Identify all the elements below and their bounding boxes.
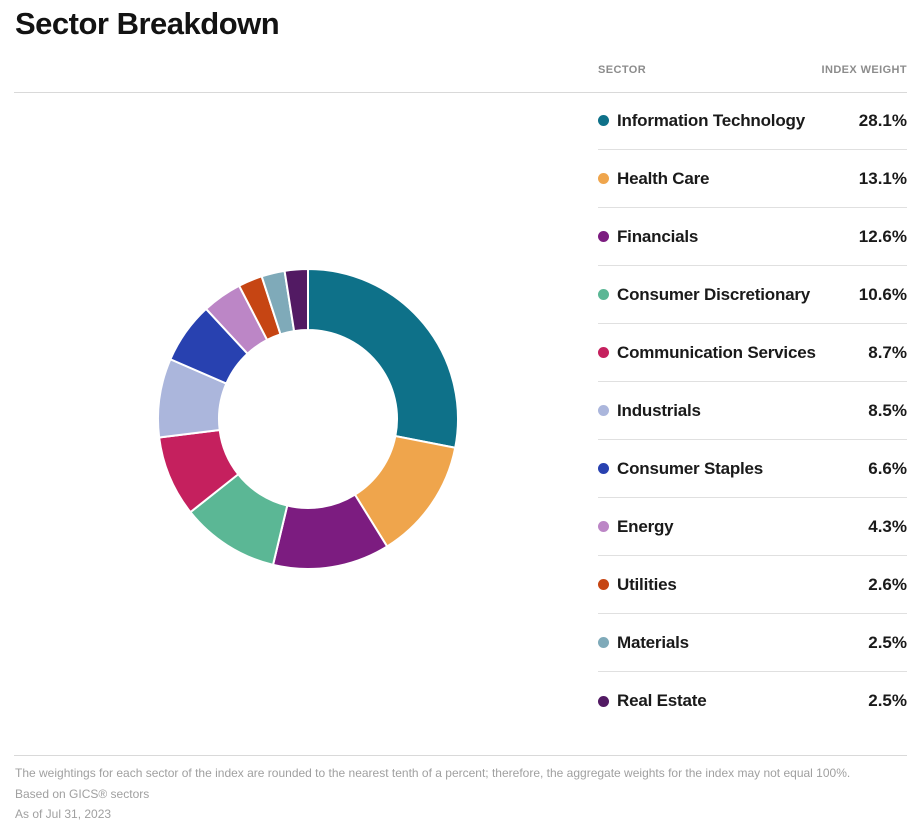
footnotes: The weightings for each sector of the in… [15, 763, 907, 825]
sector-label: Materials [617, 632, 689, 652]
footnote-as-of-date: As of Jul 31, 2023 [15, 807, 112, 821]
table-row: Financials 12.6% [598, 208, 907, 266]
sector-color-dot [598, 637, 609, 648]
sector-label: Industrials [617, 400, 701, 420]
sector-color-dot [598, 115, 609, 126]
table-row: Information Technology 28.1% [598, 92, 907, 150]
sector-color-dot [598, 521, 609, 532]
sector-label: Consumer Discretionary [617, 284, 811, 304]
sector-weight-value: 8.5% [868, 400, 907, 420]
table-row: Utilities 2.6% [598, 556, 907, 614]
footer-divider [14, 755, 907, 756]
column-header-index-weight: INDEX WEIGHT [821, 64, 907, 76]
table-header: SECTOR INDEX WEIGHT [598, 64, 907, 76]
sector-label: Energy [617, 516, 674, 536]
sector-weight-table: Information Technology 28.1% Health Care… [598, 92, 907, 730]
sector-weight-value: 2.6% [868, 574, 907, 594]
sector-color-dot [598, 405, 609, 416]
sector-weight-value: 12.6% [858, 226, 907, 246]
table-row: Consumer Staples 6.6% [598, 440, 907, 498]
sector-weight-value: 8.7% [868, 342, 907, 362]
footnote-rounding: The weightings for each sector of the in… [15, 766, 851, 780]
sector-color-dot [598, 695, 609, 707]
sector-color-dot [598, 173, 609, 184]
sector-label: Information Technology [617, 110, 805, 130]
footnote-gics: Based on GICS® sectors [15, 786, 150, 801]
sector-weight-value: 4.3% [868, 516, 907, 536]
sector-donut-chart-container [138, 249, 478, 589]
sector-label: Financials [617, 226, 699, 246]
sector-label: Utilities [617, 574, 677, 594]
sector-weight-value: 28.1% [858, 110, 907, 130]
sector-color-dot [598, 463, 609, 474]
sector-weight-value: 6.6% [868, 458, 907, 478]
header-divider [14, 92, 907, 93]
table-row: Consumer Discretionary 10.6% [598, 266, 907, 324]
column-header-sector: SECTOR [598, 64, 647, 76]
sector-color-dot [598, 579, 609, 590]
table-row: Real Estate 2.5% [598, 672, 907, 730]
sector-color-dot [598, 231, 609, 242]
donut-segment-real-estate [283, 267, 309, 333]
table-row: Industrials 8.5% [598, 382, 907, 440]
table-row: Materials 2.5% [598, 614, 907, 672]
page-title: Sector Breakdown [15, 6, 280, 41]
sector-color-dot [598, 289, 609, 300]
sector-label: Health Care [617, 168, 710, 188]
table-row: Health Care 13.1% [598, 150, 907, 208]
sector-weight-value: 2.5% [868, 691, 907, 710]
sector-weight-value: 10.6% [858, 284, 907, 304]
sector-label: Consumer Staples [617, 458, 764, 478]
sector-donut-chart [157, 267, 459, 570]
sector-color-dot [598, 347, 609, 358]
sector-weight-value: 13.1% [858, 168, 907, 188]
sector-label: Real Estate [617, 691, 707, 710]
sector-label: Communication Services [617, 342, 816, 362]
table-row: Communication Services 8.7% [598, 324, 907, 382]
sector-weight-value: 2.5% [868, 632, 907, 652]
donut-segment-information-technology [307, 267, 459, 449]
table-row: Energy 4.3% [598, 498, 907, 556]
